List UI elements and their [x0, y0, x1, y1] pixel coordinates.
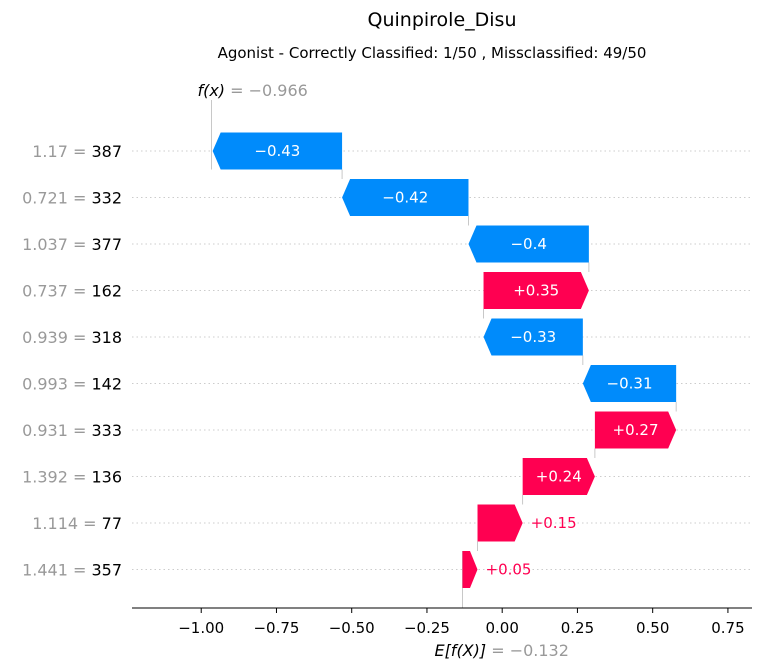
- bar-negative: [342, 179, 469, 216]
- feature-label: 1.114 = 77: [32, 514, 122, 533]
- x-tick-label: 0.50: [636, 619, 669, 637]
- feature-label: 0.939 = 318: [22, 328, 122, 347]
- bar-value-label: +0.05: [486, 561, 532, 579]
- feature-label: 1.392 = 136: [22, 468, 122, 487]
- x-tick-label: 0.00: [485, 619, 518, 637]
- bar-positive: [522, 458, 595, 495]
- x-tick-label: −1.00: [178, 619, 224, 637]
- bar-value-label: +0.35: [513, 282, 559, 300]
- bar-value-label: −0.4: [510, 235, 546, 253]
- bar-negative: [468, 225, 589, 263]
- bar-value-label: +0.24: [536, 468, 582, 486]
- chart-title: Quinpirole_Disu: [368, 9, 517, 31]
- bar-positive: [477, 504, 523, 542]
- bar-value-label: −0.33: [510, 328, 556, 346]
- x-tick-label: −0.50: [329, 619, 375, 637]
- plot-area: f(x) = −0.966 E[f(X)] = −0.132 −0.43 1.17 =…: [22, 81, 752, 660]
- bar-negative: [212, 132, 343, 170]
- bar-value-label: +0.15: [531, 514, 577, 532]
- feature-label: 1.037 = 377: [22, 235, 122, 254]
- feature-label: 0.721 = 332: [22, 189, 122, 208]
- bar-value-label: −0.31: [607, 375, 653, 393]
- bar-value-label: −0.42: [382, 189, 428, 207]
- bar-value-label: −0.43: [254, 142, 300, 160]
- feature-label: 0.931 = 333: [22, 421, 122, 440]
- bar-positive: [462, 551, 478, 588]
- feature-label: 0.993 = 142: [22, 375, 122, 394]
- x-tick-label: 0.75: [711, 619, 744, 637]
- bar-negative: [582, 365, 677, 402]
- x-tick-label: −0.25: [404, 619, 450, 637]
- x-tick-label: 0.25: [561, 619, 594, 637]
- bar-positive: [483, 272, 589, 309]
- feature-label: 1.441 = 357: [22, 561, 122, 580]
- bar-positive: [594, 411, 677, 449]
- x-tick-label: −0.75: [253, 619, 299, 637]
- efx-label: E[f(X)] = −0.132: [434, 641, 568, 660]
- feature-label: 0.737 = 162: [22, 282, 122, 301]
- feature-label: 1.17 = 387: [32, 142, 122, 161]
- chart-subtitle: Agonist - Correctly Classified: 1/50 , M…: [218, 44, 647, 62]
- bar-value-label: +0.27: [613, 421, 659, 439]
- fx-label: f(x) = −0.966: [197, 81, 307, 100]
- bar-negative: [483, 318, 583, 356]
